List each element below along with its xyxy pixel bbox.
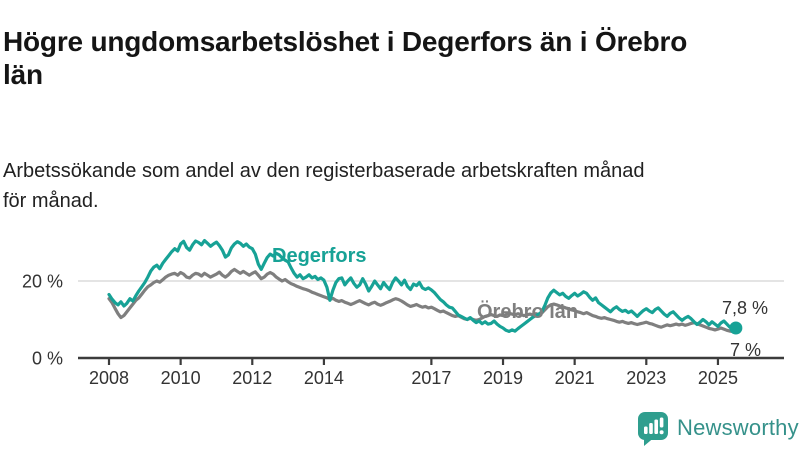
- series-label-degerfors: Degerfors: [272, 245, 367, 267]
- newsworthy-icon: [638, 412, 668, 446]
- x-tick-label: 2008: [89, 368, 129, 388]
- x-tick-label: 2017: [411, 368, 451, 388]
- x-tick-label: 2025: [698, 368, 738, 388]
- end-value-label-degerfors: 7,8 %: [722, 298, 769, 318]
- x-tick-label: 2019: [483, 368, 523, 388]
- x-tick-label: 2014: [304, 368, 344, 388]
- x-tick-label: 2012: [232, 368, 272, 388]
- x-tick-label: 2023: [626, 368, 666, 388]
- y-tick-label: 0 %: [32, 349, 63, 369]
- chart-subtitle: Arbetssökande som andel av den registerb…: [3, 160, 645, 212]
- series-line: [107, 267, 738, 333]
- x-tick-label: 2021: [555, 368, 595, 388]
- series-label-orebro: Örebro län: [477, 301, 579, 323]
- x-tick-label: 2010: [161, 368, 201, 388]
- brand-name: Newsworthy: [677, 415, 799, 440]
- end-value-label-orebro: 7 %: [730, 340, 762, 360]
- y-tick-label: 20 %: [22, 272, 63, 292]
- brand-logo[interactable]: Newsworthy: [637, 410, 799, 446]
- chart-title: Högre ungdomsarbetslöshet i Degerfors än…: [3, 25, 688, 90]
- series-line: [107, 239, 738, 333]
- series-end-dot: [729, 321, 743, 335]
